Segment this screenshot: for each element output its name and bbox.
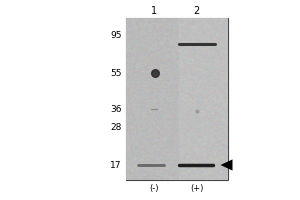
Text: 2: 2 [194, 6, 200, 16]
Text: (-): (-) [150, 184, 159, 194]
Text: 55: 55 [110, 68, 122, 77]
Polygon shape [220, 159, 232, 171]
Bar [126, 18, 228, 180]
Text: 36: 36 [110, 104, 122, 114]
Text: (+): (+) [190, 184, 203, 194]
Text: 28: 28 [110, 122, 122, 132]
Text: 17: 17 [110, 160, 122, 170]
Text: 95: 95 [110, 31, 122, 40]
Text: 1: 1 [152, 6, 158, 16]
